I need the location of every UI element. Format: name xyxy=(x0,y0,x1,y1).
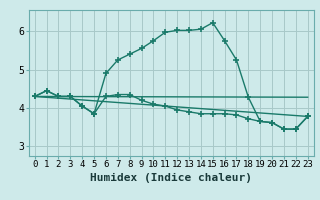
X-axis label: Humidex (Indice chaleur): Humidex (Indice chaleur) xyxy=(90,173,252,183)
